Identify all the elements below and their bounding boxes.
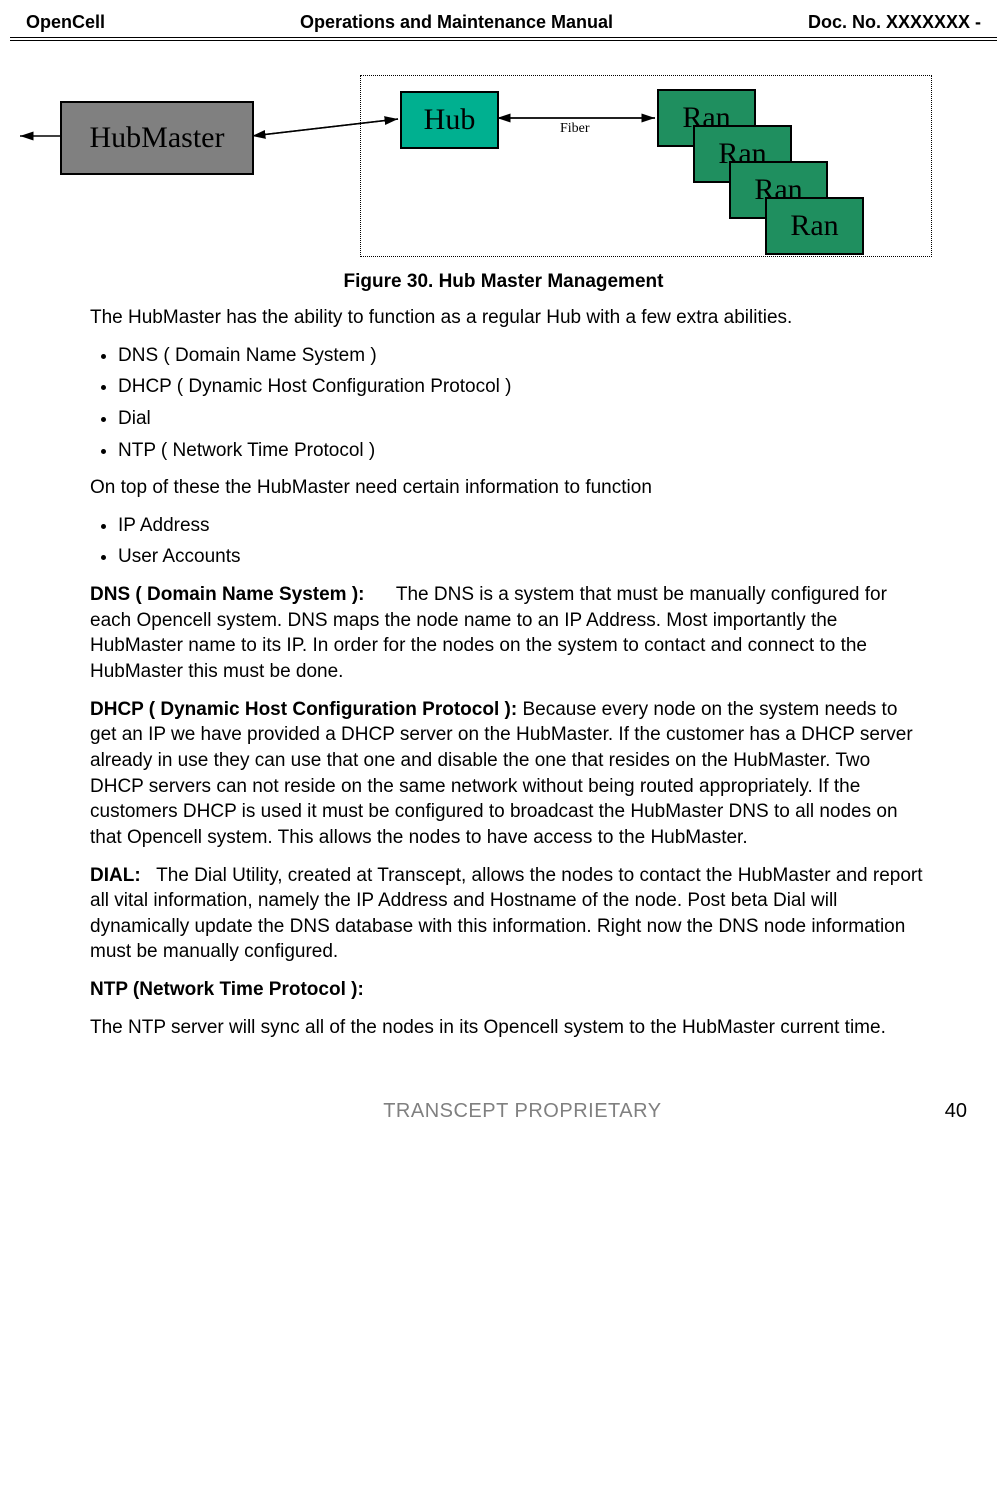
doc-header: OpenCell Operations and Maintenance Manu… xyxy=(10,6,997,41)
dial-body: The Dial Utility, created at Transcept, … xyxy=(90,865,923,963)
intro2-text: On top of these the HubMaster need certa… xyxy=(90,475,927,501)
dhcp-heading: DHCP ( Dynamic Host Configuration Protoc… xyxy=(90,699,517,720)
ntp-section: NTP (Network Time Protocol ): The NTP se… xyxy=(90,977,927,1040)
list-item: DNS ( Domain Name System ) xyxy=(118,343,927,369)
list-item: NTP ( Network Time Protocol ) xyxy=(118,438,927,464)
figure-caption: Figure 30. Hub Master Management xyxy=(0,271,1007,293)
dns-section: DNS ( Domain Name System ): The DNS is a… xyxy=(90,582,927,685)
fiber-label: Fiber xyxy=(560,121,590,137)
list-item: User Accounts xyxy=(118,544,927,570)
dial-heading: DIAL: xyxy=(90,865,141,886)
dial-section: DIAL: The Dial Utility, created at Trans… xyxy=(90,863,927,966)
dhcp-body: Because every node on the system needs t… xyxy=(90,699,913,848)
list-item: DHCP ( Dynamic Host Configuration Protoc… xyxy=(118,374,927,400)
figure-diagram: HubMaster Hub Fiber Ran Ran Ran Ran xyxy=(20,61,967,261)
header-center: Operations and Maintenance Manual xyxy=(105,12,808,33)
doc-footer: TRANSCEPT PROPRIETARY 40 xyxy=(0,1100,1007,1143)
body-content: The HubMaster has the ability to functio… xyxy=(90,305,927,1040)
dns-heading: DNS ( Domain Name System ): xyxy=(90,584,365,605)
page-number: 40 xyxy=(945,1100,967,1123)
intro-text: The HubMaster has the ability to functio… xyxy=(90,305,927,331)
ntp-body: The NTP server will sync all of the node… xyxy=(90,1015,927,1041)
ran-node: Ran xyxy=(765,197,864,255)
list-item: Dial xyxy=(118,406,927,432)
requirements-list: IP Address User Accounts xyxy=(90,513,927,570)
list-item: IP Address xyxy=(118,513,927,539)
header-left: OpenCell xyxy=(26,12,105,33)
hubmaster-node: HubMaster xyxy=(60,101,254,175)
header-right: Doc. No. XXXXXXX - xyxy=(808,12,981,33)
hub-node: Hub xyxy=(400,91,499,149)
footer-proprietary: TRANSCEPT PROPRIETARY xyxy=(100,1100,945,1123)
ntp-heading: NTP (Network Time Protocol ): xyxy=(90,979,364,1000)
abilities-list: DNS ( Domain Name System ) DHCP ( Dynami… xyxy=(90,343,927,464)
dhcp-section: DHCP ( Dynamic Host Configuration Protoc… xyxy=(90,697,927,851)
